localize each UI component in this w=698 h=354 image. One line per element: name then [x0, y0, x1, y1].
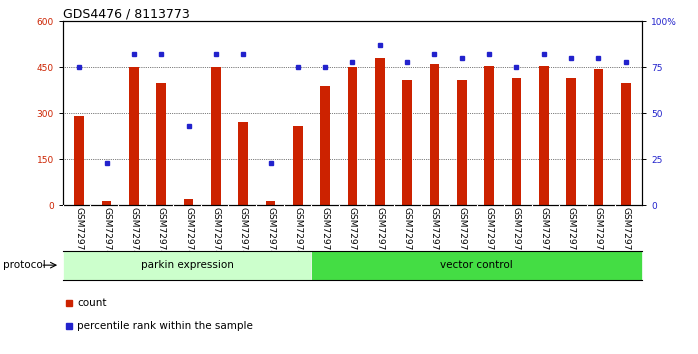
Bar — [211, 67, 221, 205]
Text: GDS4476 / 8113773: GDS4476 / 8113773 — [63, 7, 190, 20]
Bar — [75, 116, 84, 205]
Bar — [512, 78, 521, 205]
Bar — [566, 78, 576, 205]
Text: protocol: protocol — [3, 260, 46, 270]
Bar — [311, 251, 642, 280]
Bar — [293, 126, 303, 205]
Bar — [184, 199, 193, 205]
Bar — [266, 201, 275, 205]
Bar — [129, 67, 139, 205]
Bar — [63, 251, 311, 280]
Bar — [320, 86, 330, 205]
Bar — [621, 82, 630, 205]
Bar — [102, 201, 111, 205]
Text: percentile rank within the sample: percentile rank within the sample — [77, 321, 253, 331]
Text: parkin expression: parkin expression — [140, 260, 233, 270]
Text: count: count — [77, 298, 107, 308]
Bar — [594, 69, 603, 205]
Bar — [430, 64, 439, 205]
Bar — [402, 80, 412, 205]
Bar — [539, 66, 549, 205]
Text: vector control: vector control — [440, 260, 513, 270]
Bar — [156, 82, 166, 205]
Bar — [239, 122, 248, 205]
Bar — [375, 58, 385, 205]
Bar — [348, 67, 357, 205]
Bar — [484, 66, 494, 205]
Bar — [457, 80, 466, 205]
